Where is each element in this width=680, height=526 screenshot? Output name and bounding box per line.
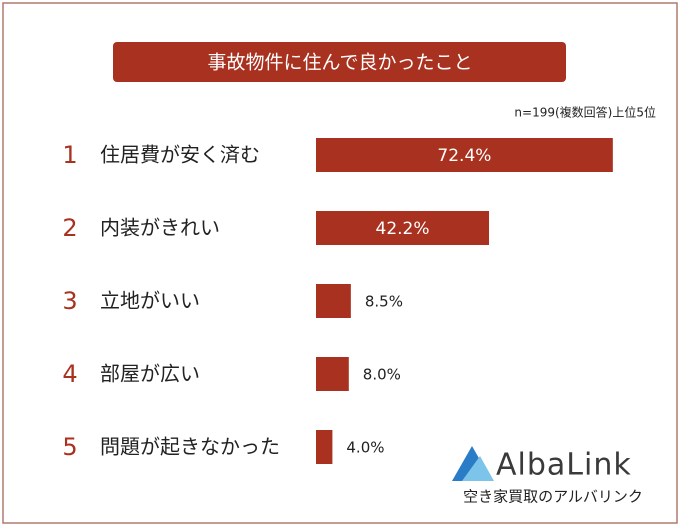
category-label: 立地がいい bbox=[100, 289, 200, 313]
category-label: 住居費が安く済む bbox=[100, 143, 260, 167]
logo-name: AlbaLink bbox=[496, 448, 632, 483]
logo-icon bbox=[452, 446, 494, 481]
bar bbox=[316, 430, 333, 464]
value-label: 8.0% bbox=[363, 366, 401, 384]
category-label: 内装がきれい bbox=[100, 216, 220, 240]
rank: 3 bbox=[62, 287, 77, 315]
rank: 5 bbox=[62, 433, 77, 461]
rank: 1 bbox=[62, 141, 77, 169]
value-label: 72.4% bbox=[437, 146, 491, 166]
bar bbox=[316, 211, 490, 245]
subtitle: n=199(複数回答)上位5位 bbox=[514, 105, 656, 120]
category-label: 部屋が広い bbox=[100, 362, 200, 386]
rank: 4 bbox=[62, 360, 77, 388]
value-label: 4.0% bbox=[346, 439, 384, 457]
title-banner bbox=[113, 42, 566, 82]
value-label: 8.5% bbox=[365, 293, 403, 311]
chart-title: 事故物件に住んで良かったこと bbox=[207, 52, 472, 74]
bar bbox=[316, 284, 351, 318]
rank: 2 bbox=[62, 214, 77, 242]
category-label: 問題が起きなかった bbox=[100, 435, 280, 459]
value-label: 42.2% bbox=[376, 219, 430, 239]
bar bbox=[316, 138, 613, 172]
bar bbox=[316, 357, 349, 391]
logo-tagline: 空き家買取のアルバリンク bbox=[463, 488, 643, 506]
